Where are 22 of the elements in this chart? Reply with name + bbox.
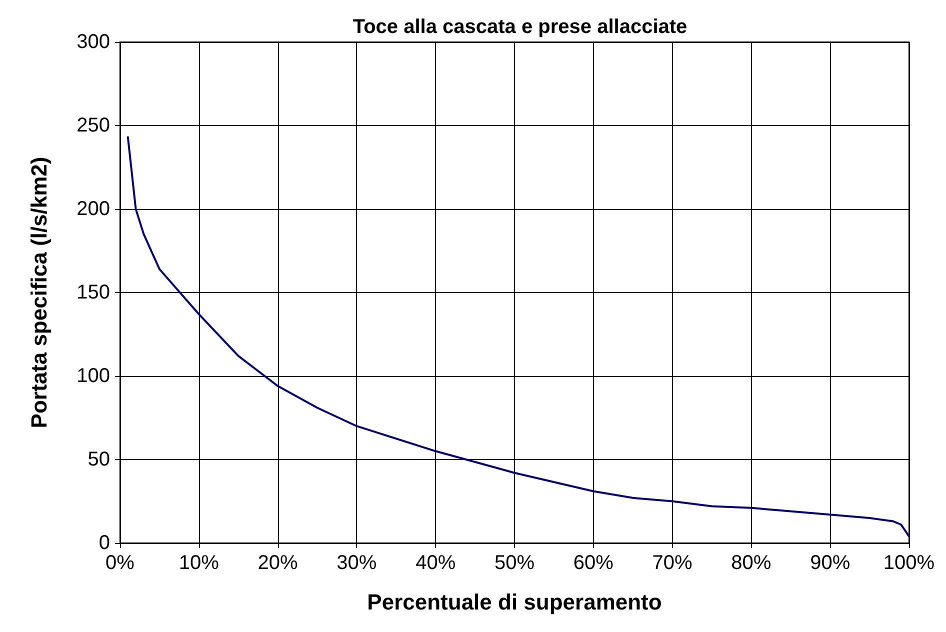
x-tick-label: 10% xyxy=(178,552,220,574)
line-series xyxy=(126,136,910,538)
x-tick-label: 20% xyxy=(258,552,298,574)
y-tick-label: 200 xyxy=(76,198,110,220)
x-axis-title: Percentuale di superamento xyxy=(367,590,662,614)
y-tick-label: 250 xyxy=(76,114,110,136)
y-axis-title: Portata specifica (l/s/km2) xyxy=(26,156,52,428)
x-tick-label: 80% xyxy=(731,552,772,574)
x-tick-label: 40% xyxy=(416,552,456,574)
y-tick-label: 100 xyxy=(76,365,110,387)
y-tick-label: 50 xyxy=(88,448,110,470)
x-tick-label: 0% xyxy=(106,552,135,574)
x-tick-label: 70% xyxy=(652,552,693,574)
y-tick-label: 0 xyxy=(98,532,110,554)
x-tick-label: 60% xyxy=(573,552,614,574)
x-tick-label: 30% xyxy=(336,552,377,574)
x-tick-label: 50% xyxy=(494,552,535,574)
y-tick-label: 150 xyxy=(76,282,110,304)
x-tick-label: 100% xyxy=(883,552,935,574)
x-tick-label: 90% xyxy=(810,552,850,574)
chart-title: Toce alla cascata e prese allacciate xyxy=(352,16,688,38)
y-tick-label: 300 xyxy=(76,31,110,53)
